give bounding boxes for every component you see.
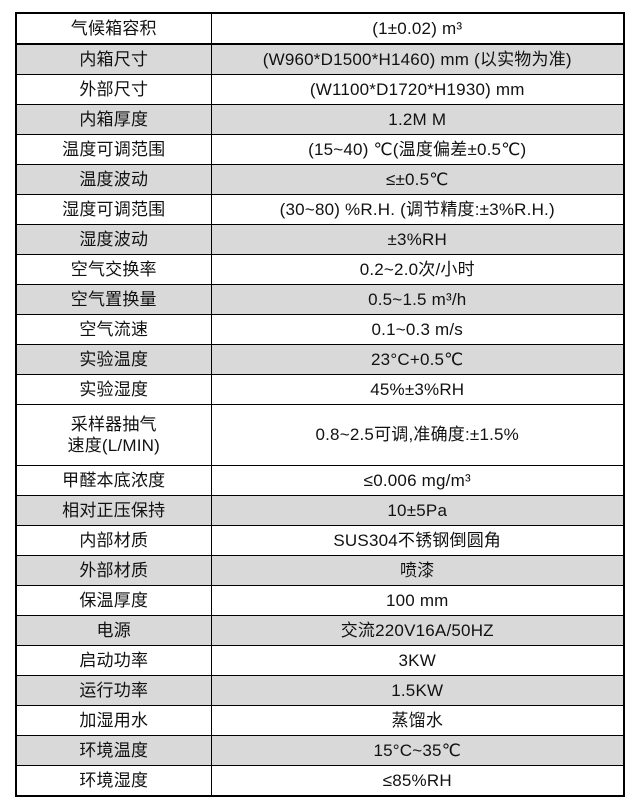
param-value: 1.5KW bbox=[210, 675, 625, 706]
table-row: 内部材质 SUS304不锈钢倒圆角 bbox=[15, 525, 625, 556]
param-value: 3KW bbox=[210, 645, 625, 676]
param-value: 交流220V16A/50HZ bbox=[210, 615, 625, 646]
param-value: 0.5~1.5 m³/h bbox=[210, 284, 625, 315]
param-label: 气候箱容积 bbox=[15, 12, 212, 45]
param-value: (1±0.02) m³ bbox=[210, 12, 625, 45]
param-value: ≤85%RH bbox=[210, 765, 625, 797]
table-row: 环境温度 15°C~35℃ bbox=[15, 735, 625, 766]
param-value: 15°C~35℃ bbox=[210, 735, 625, 766]
table-row: 空气交换率 0.2~2.0次/小时 bbox=[15, 254, 625, 285]
param-label: 实验湿度 bbox=[15, 374, 212, 405]
table-row: 外部材质 喷漆 bbox=[15, 555, 625, 586]
table-row: 内箱尺寸 (W960*D1500*H1460) mm (以实物为准) bbox=[15, 43, 625, 75]
param-label: 启动功率 bbox=[15, 645, 212, 676]
param-label: 内箱尺寸 bbox=[15, 43, 212, 75]
param-value: 0.8~2.5可调,准确度:±1.5% bbox=[210, 404, 625, 466]
param-label: 电源 bbox=[15, 615, 212, 646]
spec-table-body: 气候箱容积 (1±0.02) m³ 内箱尺寸 (W960*D1500*H1460… bbox=[15, 12, 625, 797]
table-row: 加湿用水 蒸馏水 bbox=[15, 705, 625, 736]
param-label: 空气置换量 bbox=[15, 284, 212, 315]
table-row: 内箱厚度 1.2M M bbox=[15, 104, 625, 135]
table-row: 空气流速 0.1~0.3 m/s bbox=[15, 314, 625, 345]
param-value: (30~80) %R.H. (调节精度:±3%R.H.) bbox=[210, 194, 625, 225]
param-value: ±3%RH bbox=[210, 224, 625, 255]
param-label: 外部材质 bbox=[15, 555, 212, 586]
table-row: 实验温度 23°C+0.5℃ bbox=[15, 344, 625, 375]
param-label: 保温厚度 bbox=[15, 585, 212, 616]
table-row: 温度可调范围 (15~40) ℃(温度偏差±0.5℃) bbox=[15, 134, 625, 165]
param-label: 外部尺寸 bbox=[15, 74, 212, 105]
param-label: 相对正压保持 bbox=[15, 495, 212, 526]
table-row: 启动功率 3KW bbox=[15, 645, 625, 676]
param-label: 温度波动 bbox=[15, 164, 212, 195]
table-row: 保温厚度 100 mm bbox=[15, 585, 625, 616]
spec-table: 气候箱容积 (1±0.02) m³ 内箱尺寸 (W960*D1500*H1460… bbox=[15, 12, 625, 797]
param-label: 环境湿度 bbox=[15, 765, 212, 797]
param-value: ≤0.006 mg/m³ bbox=[210, 465, 625, 496]
table-row: 湿度波动 ±3%RH bbox=[15, 224, 625, 255]
param-label: 实验温度 bbox=[15, 344, 212, 375]
param-value: 10±5Pa bbox=[210, 495, 625, 526]
param-label: 内部材质 bbox=[15, 525, 212, 556]
param-value: (W960*D1500*H1460) mm (以实物为准) bbox=[210, 43, 625, 75]
param-value: 23°C+0.5℃ bbox=[210, 344, 625, 375]
param-label: 空气流速 bbox=[15, 314, 212, 345]
param-label: 加湿用水 bbox=[15, 705, 212, 736]
param-value: 蒸馏水 bbox=[210, 705, 625, 736]
param-value: (15~40) ℃(温度偏差±0.5℃) bbox=[210, 134, 625, 165]
param-value: 45%±3%RH bbox=[210, 374, 625, 405]
param-value: SUS304不锈钢倒圆角 bbox=[210, 525, 625, 556]
param-label: 湿度可调范围 bbox=[15, 194, 212, 225]
param-label: 内箱厚度 bbox=[15, 104, 212, 135]
param-value: 1.2M M bbox=[210, 104, 625, 135]
param-label: 湿度波动 bbox=[15, 224, 212, 255]
param-label: 环境温度 bbox=[15, 735, 212, 766]
table-row: 电源 交流220V16A/50HZ bbox=[15, 615, 625, 646]
table-row: 气候箱容积 (1±0.02) m³ bbox=[15, 12, 625, 45]
table-row: 相对正压保持 10±5Pa bbox=[15, 495, 625, 526]
param-label: 温度可调范围 bbox=[15, 134, 212, 165]
param-value: 100 mm bbox=[210, 585, 625, 616]
param-label: 采样器抽气 速度(L/MIN) bbox=[15, 404, 212, 466]
table-row: 湿度可调范围 (30~80) %R.H. (调节精度:±3%R.H.) bbox=[15, 194, 625, 225]
param-value: 0.2~2.0次/小时 bbox=[210, 254, 625, 285]
param-value: (W1100*D1720*H1930) mm bbox=[210, 74, 625, 105]
table-row: 甲醛本底浓度 ≤0.006 mg/m³ bbox=[15, 465, 625, 496]
param-label: 空气交换率 bbox=[15, 254, 212, 285]
table-row: 环境湿度 ≤85%RH bbox=[15, 765, 625, 797]
param-value: 喷漆 bbox=[210, 555, 625, 586]
table-row: 运行功率 1.5KW bbox=[15, 675, 625, 706]
table-row: 采样器抽气 速度(L/MIN) 0.8~2.5可调,准确度:±1.5% bbox=[15, 404, 625, 466]
param-label: 甲醛本底浓度 bbox=[15, 465, 212, 496]
table-row: 空气置换量 0.5~1.5 m³/h bbox=[15, 284, 625, 315]
table-row: 外部尺寸 (W1100*D1720*H1930) mm bbox=[15, 74, 625, 105]
param-label: 运行功率 bbox=[15, 675, 212, 706]
param-value: 0.1~0.3 m/s bbox=[210, 314, 625, 345]
param-value: ≤±0.5℃ bbox=[210, 164, 625, 195]
table-row: 实验湿度 45%±3%RH bbox=[15, 374, 625, 405]
table-row: 温度波动 ≤±0.5℃ bbox=[15, 164, 625, 195]
